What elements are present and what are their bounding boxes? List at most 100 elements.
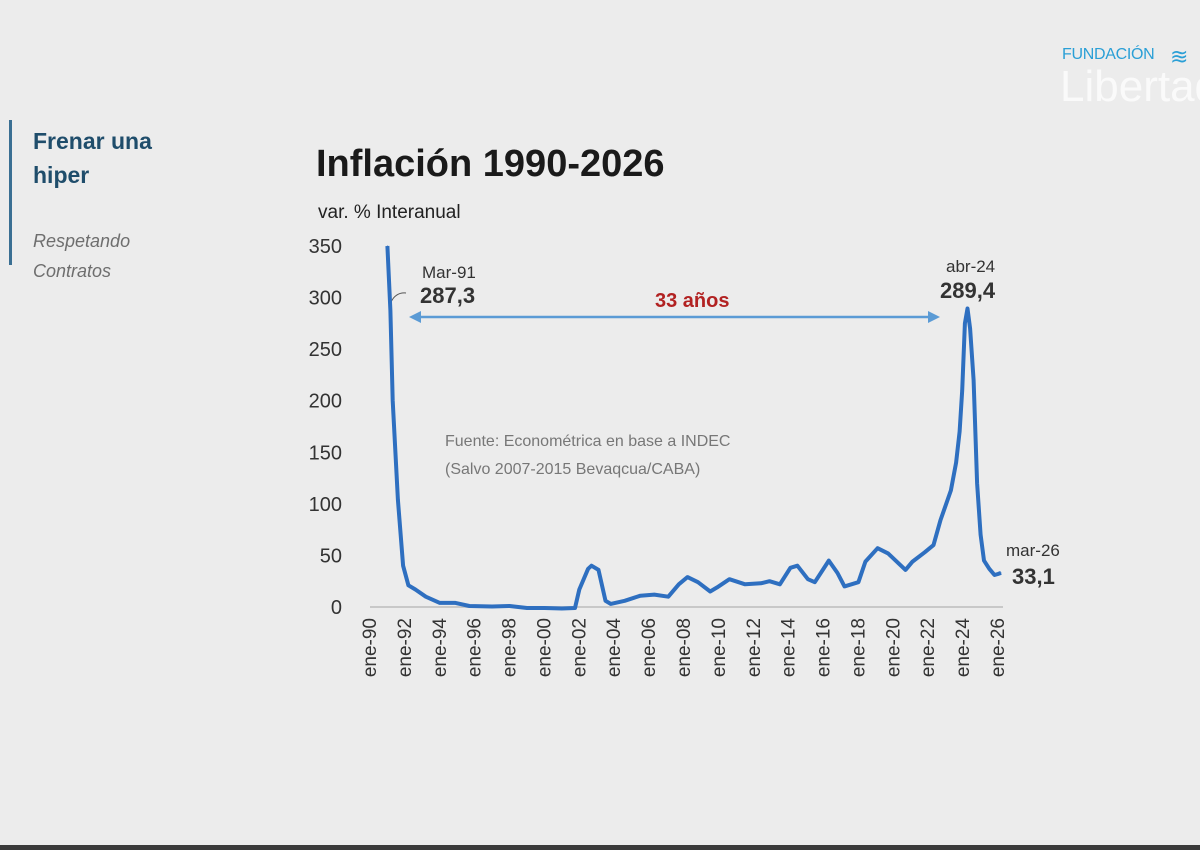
sidebar-title: Frenar una hiper [33,128,152,188]
start-annotation-value: 287,3 [420,283,475,308]
data-point [454,602,456,604]
data-point [887,552,889,554]
data-point [678,583,680,585]
data-point [807,578,809,580]
data-point [561,608,563,610]
data-point [744,583,746,585]
x-tick-label: ene-04 [604,618,625,678]
data-point [1000,572,1002,574]
data-point [796,565,798,567]
start-annotation-leader [390,292,407,303]
span-annotation-label: 33 años [655,290,729,312]
data-point [407,584,409,586]
data-point [653,594,655,596]
data-point [973,379,975,381]
x-tick-label: ene-14 [779,618,800,678]
data-point [402,565,404,567]
data-point [966,308,968,310]
y-tick-label: 0 [331,597,342,619]
data-point [932,544,934,546]
y-tick-label: 250 [309,339,342,361]
y-tick-label: 150 [309,442,342,464]
end-annotation-value: 33,1 [1012,564,1055,589]
end-annotation-label: mar-26 [1006,541,1060,560]
data-point [843,585,845,587]
sidebar-subtitle: Respetando Contratos [33,231,131,281]
data-point [976,482,978,484]
data-point [955,462,957,464]
data-point [877,547,879,549]
source-note-line-2: (Salvo 2007-2015 Bevaqcua/CABA) [445,461,700,478]
data-point [397,499,399,501]
data-point [639,595,641,597]
inflation-series-line [385,245,1002,611]
data-point [468,605,470,607]
x-tick-label: ene-20 [883,618,904,677]
x-tick-label: ene-22 [918,618,939,677]
data-point [389,310,391,312]
data-point [912,561,914,563]
data-point [526,607,528,609]
x-tick-label: ene-98 [500,618,521,677]
data-point [760,582,762,584]
data-point [939,519,941,521]
data-point [980,534,982,536]
y-tick-label: 200 [309,391,342,413]
data-point [686,576,688,578]
data-point [414,588,416,590]
data-point [924,551,926,553]
x-tick-label: ene-00 [534,618,555,677]
y-tick-label: 300 [309,288,342,310]
span-arrow-right-head [928,311,940,323]
data-point [814,581,816,583]
y-tick-label: 100 [309,494,342,516]
data-point [425,596,427,598]
data-point [961,389,963,391]
data-point [997,573,999,575]
data-point [578,588,580,590]
data-point [439,602,441,604]
data-point [988,568,990,570]
x-tick-label: ene-18 [848,618,869,677]
span-arrow-left-head [409,311,421,323]
data-point [587,568,589,570]
data-point [598,569,600,571]
x-tick-label: ene-26 [988,618,1009,677]
logo-main-text: Libertad [1060,62,1200,111]
source-note-line-1: Fuente: Econométrica en base a INDEC [445,433,730,450]
y-tick-label: 50 [320,545,342,567]
x-tick-label: ene-02 [569,618,590,677]
data-point [728,578,730,580]
chart-title: Inflación 1990-2026 [316,143,665,185]
data-point [959,431,961,433]
data-point [983,560,985,562]
data-point [779,583,781,585]
start-annotation-label: Mar-91 [422,263,476,282]
x-tick-label: ene-10 [709,618,730,677]
x-tick-label: ene-94 [430,618,451,678]
logo-foundation-text: FUNDACIÓN [1062,46,1155,63]
data-point [491,605,493,607]
x-tick-label: ene-92 [395,618,416,677]
data-point [610,603,612,605]
data-point [624,600,626,602]
data-point [667,596,669,598]
data-point [768,580,770,582]
data-point [964,322,966,324]
peak-annotation-label: abr-24 [946,257,995,276]
x-tick-label: ene-08 [674,618,695,677]
peak-annotation-value: 289,4 [940,278,996,303]
data-point [789,567,791,569]
data-point [709,591,711,593]
data-point [716,586,718,588]
data-point [386,245,388,247]
data-point [543,607,545,609]
logo-wave-icon: ≋ [1170,44,1189,69]
data-point [509,605,511,607]
data-point [828,560,830,562]
y-tick-label: 350 [309,236,342,258]
y-axis-label: var. % Interanual [318,202,461,223]
data-point [950,489,952,491]
sidebar-accent-bar [9,120,12,265]
